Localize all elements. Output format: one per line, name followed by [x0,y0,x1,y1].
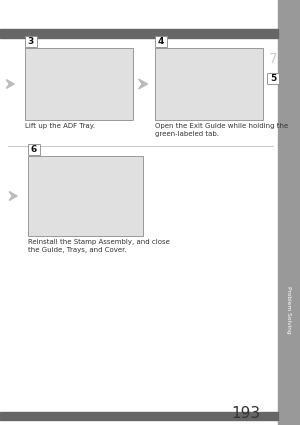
Polygon shape [139,79,148,89]
Text: Lift up the ADF Tray.: Lift up the ADF Tray. [25,123,95,129]
Text: Problem Solving: Problem Solving [286,286,292,334]
Text: 3: 3 [28,37,34,46]
Bar [25,36,37,47]
Text: 4: 4 [158,37,164,46]
Bar [278,0,300,425]
Bar [267,73,279,84]
Text: Open the Exit Guide while holding the
green-labeled tab.: Open the Exit Guide while holding the gr… [155,123,288,136]
Bar [28,144,40,155]
Bar [0,412,278,420]
Bar [25,48,133,120]
Text: 5: 5 [270,74,276,83]
Bar [155,48,263,120]
Text: Reinstall the Stamp Assembly, and close
the Guide, Trays, and Cover.: Reinstall the Stamp Assembly, and close … [28,239,170,252]
Bar [28,156,143,236]
Text: 7: 7 [268,52,278,66]
Polygon shape [6,79,14,88]
Polygon shape [9,192,17,201]
Text: 193: 193 [231,405,260,420]
Text: 6: 6 [31,145,37,154]
Bar [155,36,167,47]
Bar [0,29,278,38]
